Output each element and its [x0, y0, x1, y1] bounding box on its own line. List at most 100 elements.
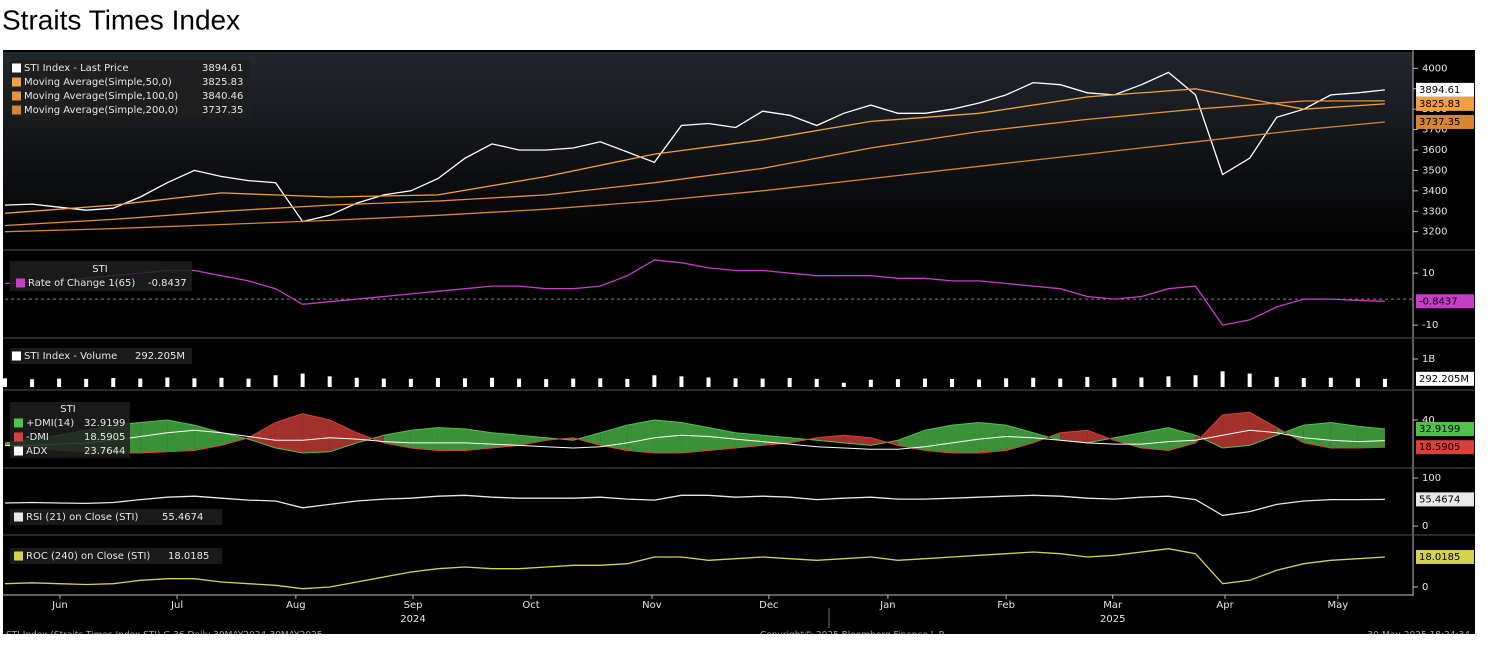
volume-bar — [1031, 377, 1036, 387]
legend-box — [10, 402, 130, 458]
legend-swatch — [14, 418, 23, 428]
legend-box — [10, 509, 222, 525]
volume-bar — [30, 379, 35, 387]
y-tick-label: 4000 — [1422, 63, 1447, 74]
dmi-fill — [1303, 422, 1331, 448]
legend-box — [10, 548, 222, 564]
legend-label: Moving Average(Simple,200,0) — [24, 105, 178, 116]
legend-value: 3894.61 — [202, 63, 243, 74]
volume-bar — [273, 375, 278, 387]
dmi-fill — [843, 435, 871, 446]
x-tick-label: Jun — [51, 600, 68, 611]
volume-bar — [84, 378, 89, 387]
volume-bar — [517, 378, 522, 387]
volume-bar — [138, 378, 143, 387]
dmi-fill — [1168, 427, 1196, 451]
volume-bar — [841, 382, 846, 387]
volume-bar — [1193, 375, 1198, 387]
dmi-fill — [329, 419, 357, 452]
series-line — [5, 429, 1385, 450]
dmi-fill — [1141, 427, 1169, 451]
y-tick-label: 3700 — [1422, 125, 1447, 136]
volume-bar — [922, 378, 927, 387]
x-tick-label: Apr — [1216, 600, 1234, 611]
dmi-fill — [221, 432, 249, 446]
last-value-badge-label: 292.205M — [1419, 374, 1469, 385]
volume-bar — [1301, 378, 1306, 387]
legend-header: STI — [92, 264, 107, 275]
x-tick-label: Jul — [170, 600, 183, 611]
legend-label: STI Index - Last Price — [24, 63, 128, 74]
volume-bar — [1112, 378, 1117, 387]
series-line — [4, 548, 1385, 590]
volume-bar — [1004, 378, 1009, 387]
volume-bar — [435, 378, 440, 387]
x-tick-label: Oct — [522, 600, 539, 611]
volume-bar — [544, 379, 549, 387]
volume-bar — [733, 378, 738, 387]
volume-bar — [192, 378, 197, 387]
volume-bar — [868, 379, 873, 387]
year-label: 2024 — [400, 614, 425, 625]
series-line — [4, 494, 1385, 517]
last-value-badge — [1416, 96, 1474, 111]
legend-label: ADX — [26, 446, 48, 457]
legend-label: ROC (240) on Close (STI) — [26, 551, 150, 562]
dmi-fill — [573, 432, 601, 446]
volume-bar — [1382, 378, 1387, 387]
volume-bar — [408, 378, 413, 387]
dmi-fill — [410, 427, 438, 451]
x-tick-label: Sep — [404, 600, 423, 611]
volume-bar — [977, 379, 982, 387]
legend-value: 3825.83 — [202, 77, 243, 88]
legend-value: 3840.46 — [202, 91, 243, 102]
series-line — [4, 259, 1385, 326]
footer-left: STI Index (Straits Times Index STI) G 36… — [6, 631, 323, 641]
legend-box — [10, 348, 192, 364]
y-tick-label: 40 — [1422, 415, 1435, 426]
volume-bar — [625, 378, 630, 387]
last-value-badge-label: -0.8437 — [1419, 296, 1458, 307]
legend-swatch — [12, 77, 21, 87]
volume-bar — [490, 377, 495, 387]
dmi-fill — [1060, 430, 1088, 443]
legend-value: 18.0185 — [168, 551, 209, 562]
legend-value: 32.9199 — [84, 418, 125, 429]
last-value-badge-label: 3825.83 — [1419, 99, 1460, 110]
legend-label: Moving Average(Simple,100,0) — [24, 91, 178, 102]
dmi-fill — [519, 435, 547, 446]
volume-bar — [598, 378, 603, 387]
dmi-fill — [194, 425, 222, 451]
volume-bar — [462, 378, 467, 387]
dmi-fill — [952, 422, 980, 454]
volume-bar — [1220, 371, 1225, 387]
legend-swatch — [16, 278, 25, 288]
last-value-badge-label: 18.0185 — [1419, 552, 1460, 563]
legend-value: 23.7644 — [84, 446, 125, 457]
dmi-fill — [1330, 422, 1358, 448]
last-value-badge — [1416, 294, 1474, 309]
legend-swatch — [14, 432, 23, 442]
footer-right: 30-May-2025 18:24:34 — [1367, 631, 1470, 641]
x-tick-label: Nov — [642, 600, 662, 611]
legend-label: Moving Average(Simple,50,0) — [24, 77, 172, 88]
y-tick-label: -10 — [1422, 320, 1438, 331]
legend-value: 3737.35 — [202, 105, 243, 116]
y-tick-label: 0 — [1422, 521, 1428, 532]
volume-bar — [57, 378, 62, 387]
volume-bar — [814, 378, 819, 387]
last-value-badge — [1416, 492, 1474, 507]
legend-swatch — [12, 105, 21, 115]
footer: STI Index (Straits Times Index STI) G 36… — [6, 631, 1470, 641]
legend-swatch — [14, 551, 23, 561]
dmi-fill — [681, 422, 709, 454]
last-value-badge-label: 18.5905 — [1419, 442, 1460, 453]
last-value-badge-label: 3737.35 — [1419, 117, 1460, 128]
volume-bar — [1328, 377, 1333, 387]
last-value-badge — [1416, 440, 1474, 455]
series-line — [4, 419, 1385, 454]
legend-label: RSI (21) on Close (STI) — [26, 512, 138, 523]
volume-bar — [354, 377, 359, 387]
last-value-badge — [1416, 371, 1474, 386]
